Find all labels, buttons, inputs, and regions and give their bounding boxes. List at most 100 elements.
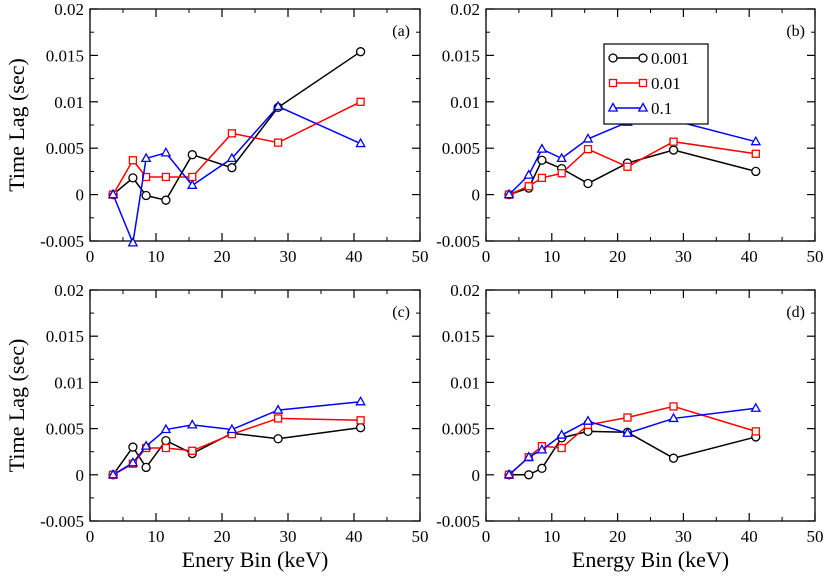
data-point-0.1 xyxy=(226,423,238,434)
data-point-0.1 xyxy=(160,423,172,434)
data-point-0.1 xyxy=(503,188,515,199)
y-tick-label: -0.005 xyxy=(40,512,84,531)
data-point-0.001 xyxy=(751,166,761,177)
legend-entry: 0.1 xyxy=(651,99,672,118)
y-tick-label: -0.005 xyxy=(436,232,480,251)
x-tick-label: 10 xyxy=(148,527,165,546)
plot-frame xyxy=(89,289,421,522)
data-point-0.1 xyxy=(107,468,119,479)
data-point-0.01 xyxy=(227,129,237,138)
x-tick-label: 40 xyxy=(346,527,363,546)
data-point-0.001 xyxy=(537,155,547,165)
data-point-0.01 xyxy=(669,402,678,411)
y-tick-label: 0.015 xyxy=(46,327,84,346)
x-tick-label: 50 xyxy=(412,527,429,546)
x-tick-label: 10 xyxy=(543,527,560,546)
data-point-0.1 xyxy=(140,152,152,163)
plot-frame xyxy=(485,289,816,522)
data-point-0.1 xyxy=(503,468,515,479)
data-point-0.01 xyxy=(537,173,547,183)
x-tick-label: 20 xyxy=(609,247,626,266)
y-tick-label: 0.005 xyxy=(442,420,480,439)
data-point-0.1 xyxy=(536,143,548,153)
x-tick-label: 20 xyxy=(214,247,231,266)
data-point-0.001 xyxy=(273,434,283,444)
panel-3: 0 10 20 30 40 50-0.00500.0050.010.0150.02(c)T… xyxy=(4,281,429,572)
y-tick-label: 0.005 xyxy=(442,139,480,158)
data-point-0.001 xyxy=(128,173,138,183)
panel-label: (c) xyxy=(392,304,410,321)
data-point-0.001 xyxy=(141,190,151,201)
x-tick-label: 40 xyxy=(741,247,758,266)
data-point-0.01 xyxy=(188,446,197,455)
data-point-0.01 xyxy=(557,443,566,453)
y-tick-label: 0 xyxy=(472,186,481,205)
y-tick-label: 0 xyxy=(76,466,85,485)
x-tick-label: 10 xyxy=(543,247,560,266)
panel-label: (a) xyxy=(392,23,410,40)
x-tick-label: 0 xyxy=(482,527,491,546)
data-point-0.01 xyxy=(188,172,197,182)
x-tick-label: 0 xyxy=(86,247,95,266)
data-point-0.01 xyxy=(161,443,171,453)
data-point-0.001 xyxy=(161,435,171,446)
legend-marker-0.1 xyxy=(607,102,619,112)
x-tick-label: 50 xyxy=(807,527,824,546)
data-point-0.1 xyxy=(140,440,152,450)
series-line-0.1 xyxy=(112,401,361,476)
data-point-0.001 xyxy=(128,442,138,452)
y-tick-label: 0.02 xyxy=(54,0,84,19)
data-point-0.01 xyxy=(583,144,593,154)
y-tick-label: 0.01 xyxy=(54,93,84,112)
y-tick-label: 0.005 xyxy=(46,139,84,158)
x-tick-label: 30 xyxy=(675,527,692,546)
y-tick-label: 0.015 xyxy=(442,327,480,346)
y-tick-label: 0.015 xyxy=(46,46,84,65)
data-point-0.1 xyxy=(127,237,139,247)
data-point-0.1 xyxy=(750,135,762,146)
data-point-0.01 xyxy=(557,169,566,178)
y-tick-label: 0.015 xyxy=(442,46,480,65)
x-axis-title: Energy Bin (keV) xyxy=(572,547,729,572)
y-tick-label: 0.02 xyxy=(450,281,480,300)
data-point-0.01 xyxy=(623,413,632,422)
data-point-0.01 xyxy=(751,427,760,436)
data-point-0.1 xyxy=(622,427,633,437)
panel-label: (d) xyxy=(786,304,805,321)
data-point-0.1 xyxy=(355,137,366,148)
y-tick-label: 0.01 xyxy=(450,373,480,392)
legend-marker-0.001 xyxy=(638,53,648,63)
panel-1: 0 10 20 30 40 50-0.00500.0050.010.0150.02(a)T… xyxy=(4,0,429,266)
series-line-0.01 xyxy=(508,140,756,196)
x-tick-label: 0 xyxy=(86,527,95,546)
data-point-0.001 xyxy=(141,462,151,473)
data-point-0.1 xyxy=(582,133,594,143)
data-point-0.01 xyxy=(669,137,678,146)
data-point-0.1 xyxy=(668,412,679,423)
data-point-0.001 xyxy=(524,470,534,480)
y-tick-label: 0.02 xyxy=(450,0,480,19)
x-tick-label: 0 xyxy=(482,247,491,266)
legend-marker-0.001 xyxy=(608,53,618,63)
legend-marker-0.01 xyxy=(638,78,648,88)
data-point-0.001 xyxy=(668,145,679,155)
data-point-0.01 xyxy=(273,414,283,423)
x-tick-label: 30 xyxy=(280,247,297,266)
y-tick-label: 0.01 xyxy=(54,373,84,392)
series-line-0.1 xyxy=(508,119,756,196)
data-point-0.001 xyxy=(187,150,197,160)
data-point-0.1 xyxy=(272,404,284,414)
data-point-0.1 xyxy=(523,169,535,179)
data-point-0.1 xyxy=(582,415,594,425)
x-axis-title: Enery Bin (keV) xyxy=(182,547,329,572)
series-line-0.01 xyxy=(508,405,756,476)
data-point-0.01 xyxy=(356,97,365,106)
data-point-0.01 xyxy=(751,149,760,158)
series-line-0.1 xyxy=(112,105,361,246)
y-tick-label: -0.005 xyxy=(436,512,480,531)
data-point-0.1 xyxy=(186,419,198,429)
x-tick-label: 50 xyxy=(807,247,824,266)
data-point-0.1 xyxy=(186,179,198,189)
series-line-0.1 xyxy=(508,407,756,476)
